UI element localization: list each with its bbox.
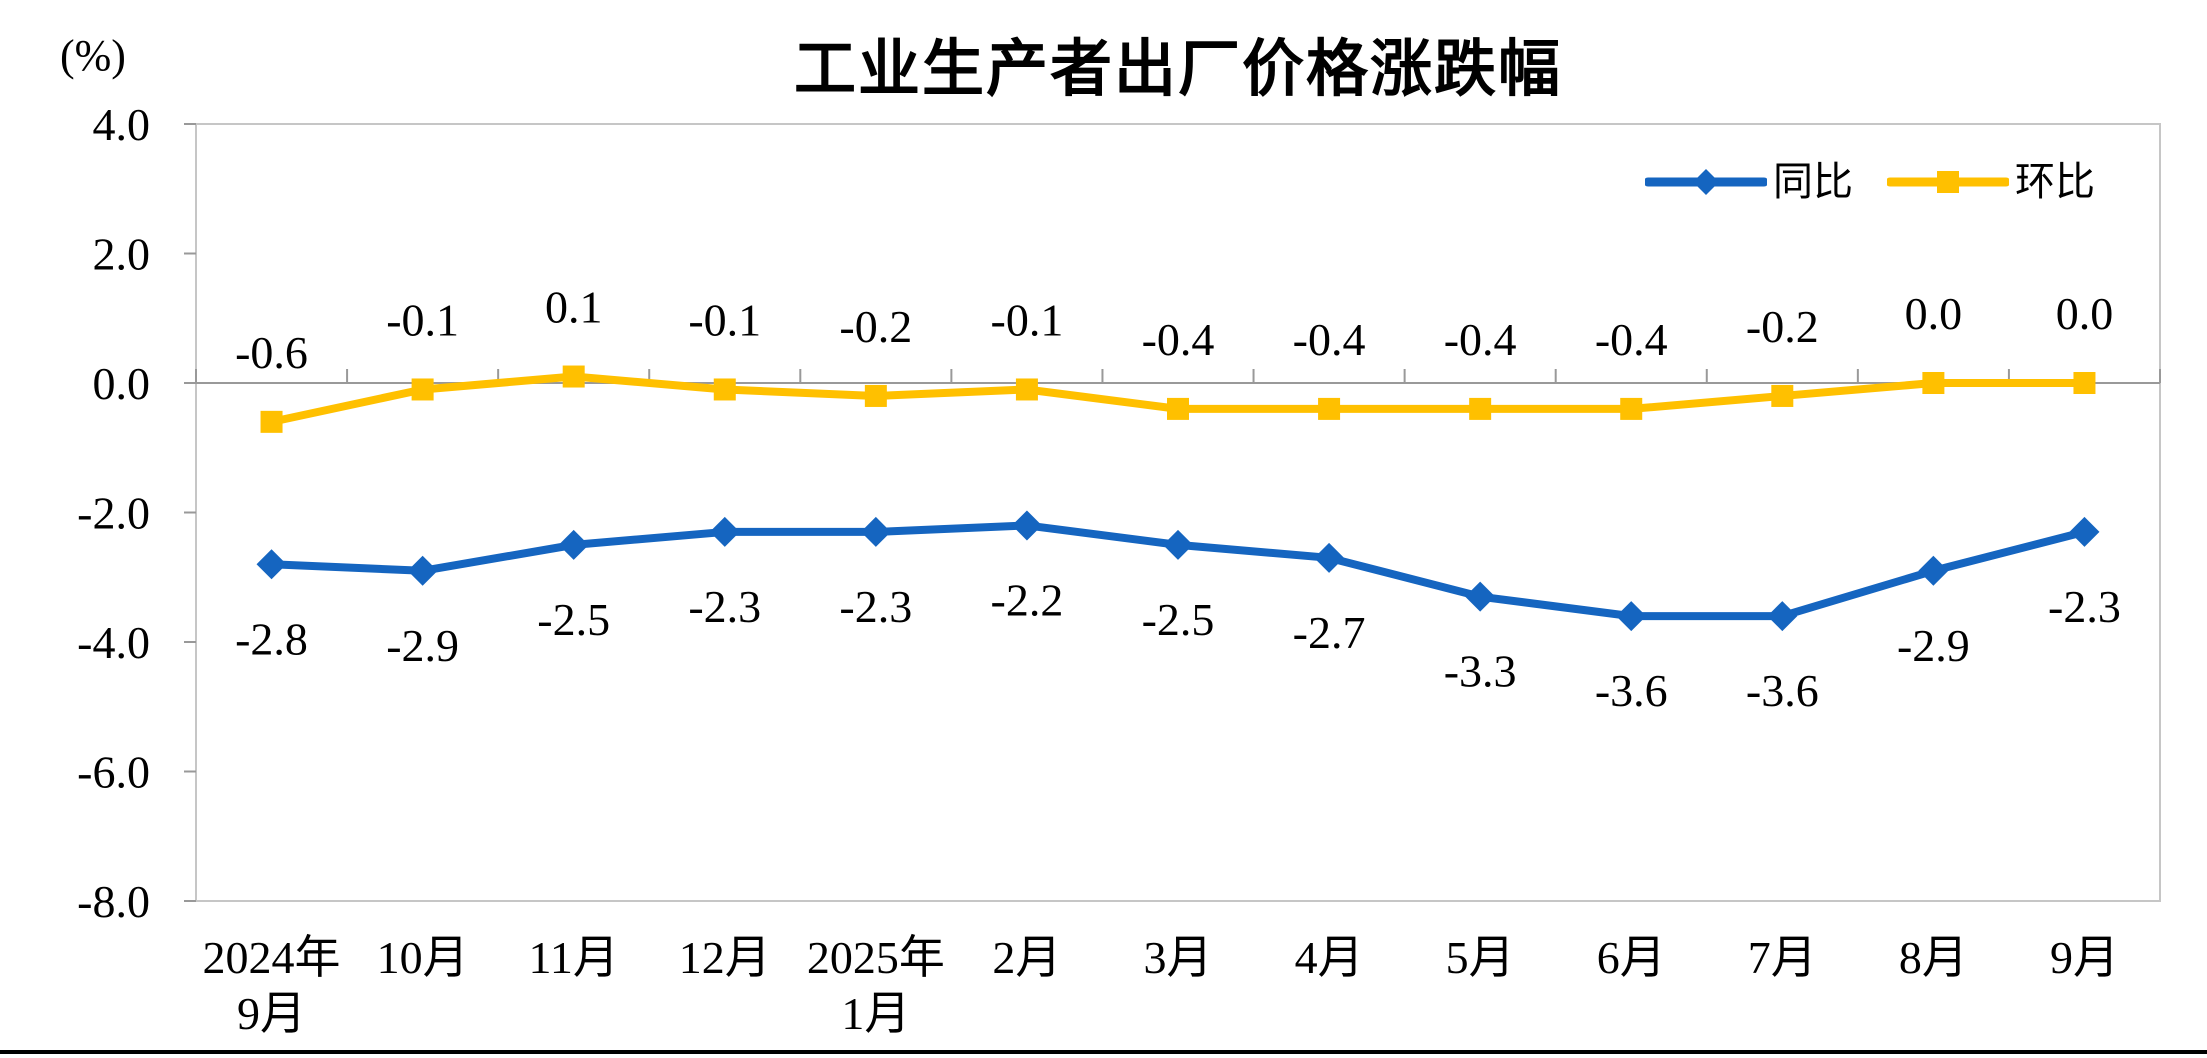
- square-marker: [1318, 397, 1341, 420]
- data-label: -2.3: [2048, 581, 2121, 632]
- y-axis-label: -8.0: [77, 876, 150, 927]
- data-label: -0.1: [386, 294, 459, 345]
- data-label: -2.7: [1293, 607, 1366, 658]
- legend-item-tongbi: 同比: [1645, 160, 1853, 204]
- diamond-marker: [709, 516, 740, 547]
- page-bottom-rule: [0, 1050, 2207, 1054]
- data-label: -2.8: [235, 613, 308, 664]
- data-label: -2.3: [839, 581, 912, 632]
- x-axis-label: 2024年: [203, 932, 341, 983]
- square-marker: [1469, 397, 1492, 420]
- data-label: -2.9: [1897, 620, 1970, 671]
- x-axis-label: 3月: [1144, 932, 1213, 983]
- legend-label-huanbi: 环比: [2015, 159, 2095, 204]
- diamond-marker: [1011, 510, 1042, 541]
- diamond-marker: [1918, 555, 1949, 586]
- square-marker: [713, 378, 736, 401]
- x-axis-label: 11月: [529, 932, 619, 983]
- data-label: -3.6: [1746, 665, 1819, 716]
- square-marker: [1015, 378, 1038, 401]
- data-label: -2.3: [688, 581, 761, 632]
- x-axis-label: 9月: [237, 988, 306, 1039]
- diamond-marker: [1616, 601, 1647, 632]
- data-label: 0.0: [1905, 288, 1963, 339]
- y-axis-unit-label: (%): [60, 31, 126, 80]
- data-label: -0.1: [991, 294, 1064, 345]
- diamond-marker: [860, 516, 891, 547]
- diamond-marker: [1767, 601, 1798, 632]
- y-axis-label: -4.0: [77, 617, 150, 668]
- square-marker: [1771, 384, 1794, 407]
- square-marker: [1922, 372, 1945, 394]
- data-label: -3.6: [1595, 665, 1668, 716]
- y-axis-label: 2.0: [93, 229, 151, 280]
- data-label: -0.4: [1142, 314, 1215, 365]
- diamond-marker: [256, 549, 287, 580]
- data-label: -0.4: [1595, 314, 1668, 365]
- x-axis-label: 4月: [1295, 932, 1364, 983]
- x-axis-label: 1月: [841, 988, 910, 1039]
- data-label: -0.6: [235, 327, 308, 378]
- square-marker: [260, 410, 283, 433]
- x-axis-label: 8月: [1899, 932, 1968, 983]
- y-axis-label: 0.0: [93, 358, 151, 409]
- y-axis-label: -6.0: [77, 747, 150, 798]
- x-axis-label: 9月: [2050, 932, 2119, 983]
- diamond-marker: [558, 529, 589, 560]
- diamond-marker: [1465, 581, 1496, 612]
- data-label: -2.5: [537, 594, 610, 645]
- x-axis-label: 5月: [1446, 932, 1515, 983]
- data-label: -0.2: [1746, 301, 1819, 352]
- data-label: 0.1: [545, 282, 603, 333]
- square-marker: [1620, 397, 1643, 420]
- legend-line-marker-icon: [1887, 171, 2009, 193]
- x-axis-label: 12月: [679, 932, 771, 983]
- plot-border: [195, 123, 2161, 902]
- square-marker: [1167, 397, 1189, 420]
- legend-line-marker-icon: [1645, 169, 1767, 195]
- square-marker: [2073, 372, 2096, 394]
- legend: 同比 环比: [1645, 160, 2095, 204]
- x-axis-label: 2月: [992, 932, 1061, 983]
- square-marker: [562, 365, 585, 388]
- chart-title: 工业生产者出厂价格涨跌幅: [793, 35, 1562, 104]
- data-label: -0.4: [1444, 314, 1517, 365]
- diamond-marker: [2069, 516, 2100, 547]
- x-axis-label: 6月: [1597, 932, 1666, 983]
- diamond-marker: [1163, 529, 1193, 560]
- data-label: -2.9: [386, 620, 459, 671]
- square-marker: [864, 384, 887, 407]
- y-axis-label: -2.0: [77, 488, 150, 539]
- data-label: -0.2: [839, 301, 912, 352]
- square-marker: [411, 378, 434, 401]
- data-label: 0.0: [2056, 288, 2114, 339]
- data-label: -0.1: [688, 294, 761, 345]
- legend-item-huanbi: 环比: [1887, 160, 2095, 204]
- data-label: -2.5: [1142, 594, 1215, 645]
- legend-label-tongbi: 同比: [1773, 159, 1853, 204]
- y-axis-label: 4.0: [93, 99, 151, 150]
- data-label: -3.3: [1444, 646, 1517, 697]
- x-axis-label: 10月: [377, 932, 469, 983]
- diamond-marker: [407, 555, 438, 586]
- data-label: -0.4: [1293, 314, 1366, 365]
- diamond-marker: [1314, 542, 1345, 573]
- data-label: -2.2: [991, 574, 1064, 625]
- x-axis-label: 2025年: [807, 932, 945, 983]
- x-axis-label: 7月: [1748, 932, 1817, 983]
